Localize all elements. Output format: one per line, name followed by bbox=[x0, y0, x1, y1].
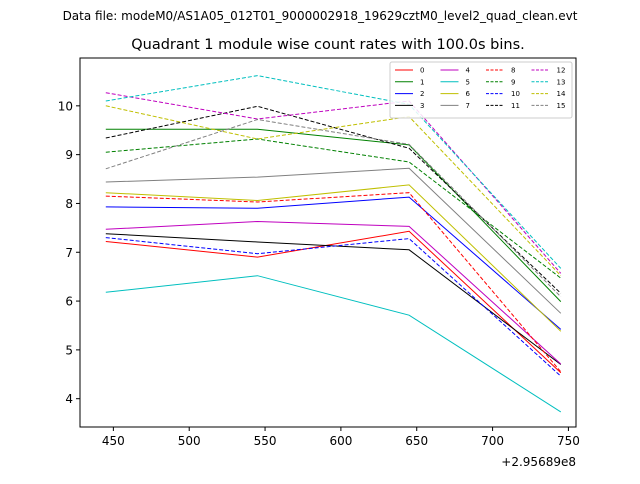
legend-label-15: 15 bbox=[557, 102, 566, 110]
legend-label-8: 8 bbox=[511, 67, 515, 75]
x-tick-label: 700 bbox=[481, 434, 504, 448]
legend-label-12: 12 bbox=[557, 67, 566, 75]
y-tick-label: 10 bbox=[58, 99, 73, 113]
legend-label-14: 14 bbox=[557, 90, 566, 98]
axes-frame bbox=[79, 57, 577, 428]
legend-label-10: 10 bbox=[511, 90, 520, 98]
chart-title: Quadrant 1 module wise count rates with … bbox=[131, 37, 525, 53]
legend-label-9: 9 bbox=[511, 78, 515, 86]
x-tick-label: 450 bbox=[102, 434, 125, 448]
series-line-15 bbox=[105, 118, 562, 298]
series-line-5 bbox=[105, 275, 562, 413]
series-line-10 bbox=[105, 237, 562, 377]
y-tick-label: 7 bbox=[65, 246, 73, 260]
x-offset-label: +2.95689e8 bbox=[501, 455, 576, 469]
series-line-0 bbox=[105, 230, 562, 374]
x-tick-label: 600 bbox=[329, 434, 352, 448]
series-line-14 bbox=[105, 105, 562, 277]
y-tick-label: 4 bbox=[65, 392, 73, 406]
series-line-2 bbox=[105, 196, 562, 330]
series-line-12 bbox=[105, 92, 562, 274]
series-line-4 bbox=[105, 220, 562, 365]
series-line-9 bbox=[105, 138, 562, 279]
legend-label-7: 7 bbox=[466, 102, 470, 110]
legend-label-2: 2 bbox=[420, 90, 424, 98]
y-tick-label: 6 bbox=[65, 295, 73, 309]
x-tick-label: 550 bbox=[254, 434, 277, 448]
suptitle: Data file: modeM0/AS1A05_012T01_90000029… bbox=[63, 9, 578, 23]
legend-label-3: 3 bbox=[420, 102, 424, 110]
legend-label-6: 6 bbox=[466, 90, 471, 98]
series-line-13 bbox=[105, 75, 562, 269]
series-line-6 bbox=[105, 184, 562, 332]
y-tick-label: 5 bbox=[65, 343, 73, 357]
y-tick-label: 8 bbox=[65, 197, 73, 211]
legend-label-11: 11 bbox=[511, 102, 520, 110]
x-tick-label: 650 bbox=[405, 434, 428, 448]
series-line-1 bbox=[105, 128, 562, 302]
legend-label-1: 1 bbox=[420, 78, 424, 86]
y-tick-label: 9 bbox=[65, 148, 73, 162]
legend-label-5: 5 bbox=[466, 78, 470, 86]
series-line-8 bbox=[105, 192, 562, 373]
legend-label-4: 4 bbox=[466, 67, 471, 75]
plot-area: 450 500 550 600 650 700 7504567891001234567891… bbox=[58, 57, 580, 448]
x-tick-label: 750 bbox=[557, 434, 580, 448]
x-tick-label: 500 bbox=[178, 434, 201, 448]
legend-box bbox=[389, 61, 573, 119]
legend-label-0: 0 bbox=[420, 67, 424, 75]
legend-label-13: 13 bbox=[557, 78, 566, 86]
series-line-7 bbox=[105, 167, 562, 314]
